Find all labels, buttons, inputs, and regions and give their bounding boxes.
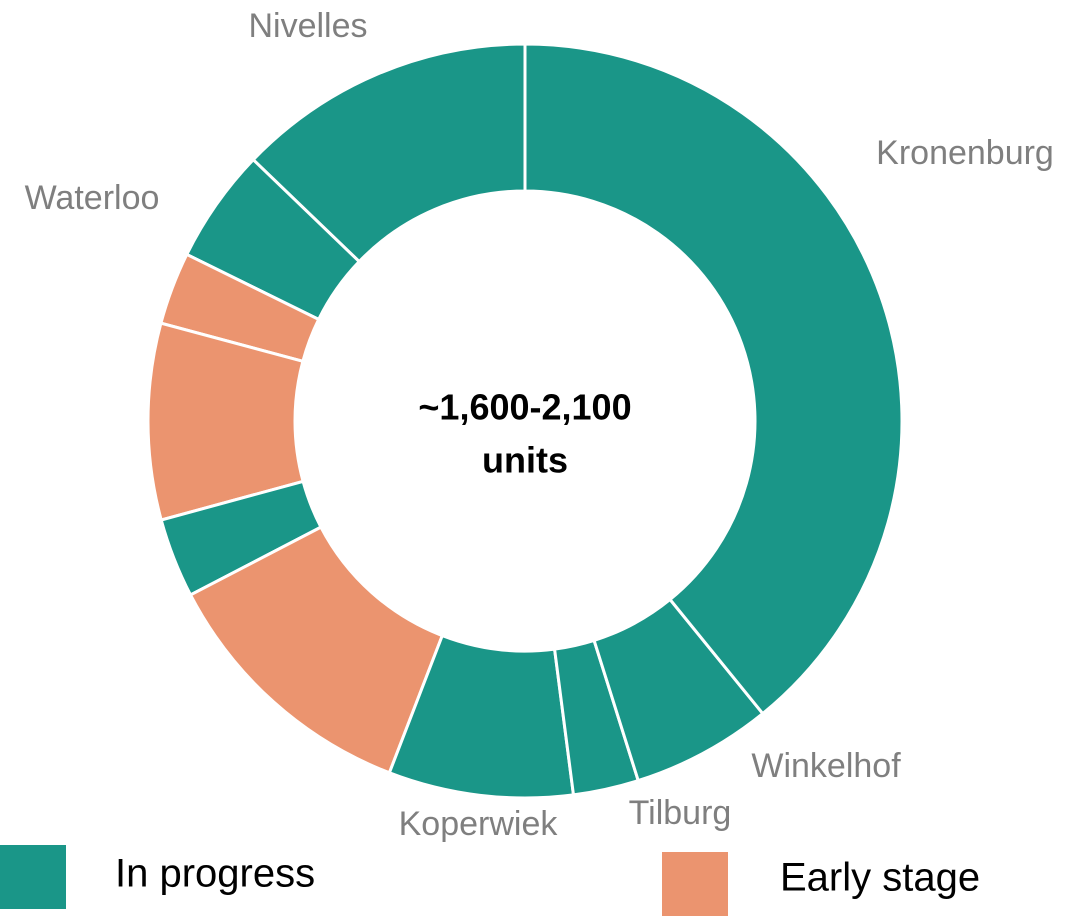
slice-label: Winkelhof — [751, 747, 901, 785]
legend-swatch — [0, 845, 66, 909]
donut-slice — [188, 525, 445, 775]
slice-label: Nivelles — [248, 7, 367, 45]
legend-label: Early stage — [780, 856, 980, 900]
slice-label: Kronenburg — [876, 134, 1054, 172]
donut-slice — [146, 321, 305, 522]
slice-label: Tilburg — [629, 794, 732, 832]
donut-slice — [552, 638, 641, 797]
legend-swatch — [662, 852, 728, 916]
center-text: ~1,600-2,100 — [418, 387, 631, 428]
donut-slice — [387, 633, 576, 800]
slice-label: Koperwiek — [399, 805, 559, 843]
donut-slice — [159, 479, 323, 597]
legend-label: In progress — [115, 852, 315, 896]
donut-slice — [592, 597, 765, 783]
donut-slice — [159, 252, 321, 364]
donut-slice — [523, 42, 904, 716]
donut-slice — [184, 157, 362, 322]
center-text: units — [482, 440, 568, 481]
slice-label: Waterloo — [25, 179, 160, 217]
